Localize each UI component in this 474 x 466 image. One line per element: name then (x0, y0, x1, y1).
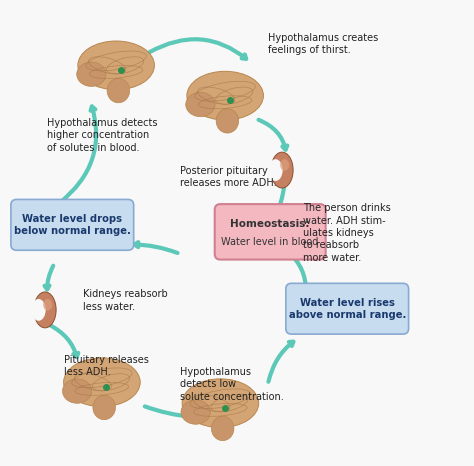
Ellipse shape (107, 78, 130, 103)
FancyArrowPatch shape (45, 266, 53, 289)
Text: Water level in blood: Water level in blood (221, 237, 319, 247)
Ellipse shape (78, 41, 155, 89)
FancyArrowPatch shape (135, 242, 178, 253)
Text: Kidneys reabsorb
less water.: Kidneys reabsorb less water. (83, 289, 168, 312)
FancyBboxPatch shape (215, 204, 326, 260)
FancyBboxPatch shape (11, 199, 134, 250)
FancyArrowPatch shape (268, 342, 293, 382)
FancyArrowPatch shape (278, 244, 306, 326)
Ellipse shape (64, 358, 140, 406)
Ellipse shape (268, 159, 283, 181)
Ellipse shape (182, 379, 259, 428)
FancyArrowPatch shape (275, 187, 284, 216)
Ellipse shape (271, 152, 293, 188)
Ellipse shape (93, 395, 116, 420)
Ellipse shape (34, 292, 56, 328)
Ellipse shape (63, 379, 92, 403)
Ellipse shape (216, 109, 238, 133)
Text: The person drinks
water. ADH stim-
ulates kidneys
to reabsorb
more water.: The person drinks water. ADH stim- ulate… (303, 203, 391, 263)
Ellipse shape (187, 71, 264, 120)
Text: Hypothalamus creates
feelings of thirst.: Hypothalamus creates feelings of thirst. (268, 33, 378, 55)
Ellipse shape (186, 92, 215, 116)
Text: Hypothalamus detects
higher concentration
of solutes in blood.: Hypothalamus detects higher concentratio… (47, 118, 158, 152)
Text: Water level rises
above normal range.: Water level rises above normal range. (289, 297, 406, 320)
Ellipse shape (31, 299, 46, 321)
Ellipse shape (43, 299, 52, 310)
FancyArrowPatch shape (145, 406, 238, 417)
FancyArrowPatch shape (59, 106, 96, 203)
Text: Pituitary releases
less ADH.: Pituitary releases less ADH. (64, 355, 149, 377)
FancyArrowPatch shape (50, 325, 78, 357)
FancyArrowPatch shape (258, 120, 287, 150)
FancyBboxPatch shape (286, 283, 409, 334)
Ellipse shape (77, 62, 106, 86)
FancyArrowPatch shape (149, 39, 246, 59)
Text: Posterior pituitary
releases more ADH.: Posterior pituitary releases more ADH. (180, 166, 277, 188)
Text: Water level drops
below normal range.: Water level drops below normal range. (14, 213, 131, 236)
Ellipse shape (181, 400, 210, 424)
Text: Homeostasis:: Homeostasis: (230, 219, 310, 229)
Ellipse shape (280, 159, 289, 171)
Ellipse shape (211, 416, 234, 441)
Text: Hypothalamus
detects low
solute concentration.: Hypothalamus detects low solute concentr… (180, 367, 284, 402)
